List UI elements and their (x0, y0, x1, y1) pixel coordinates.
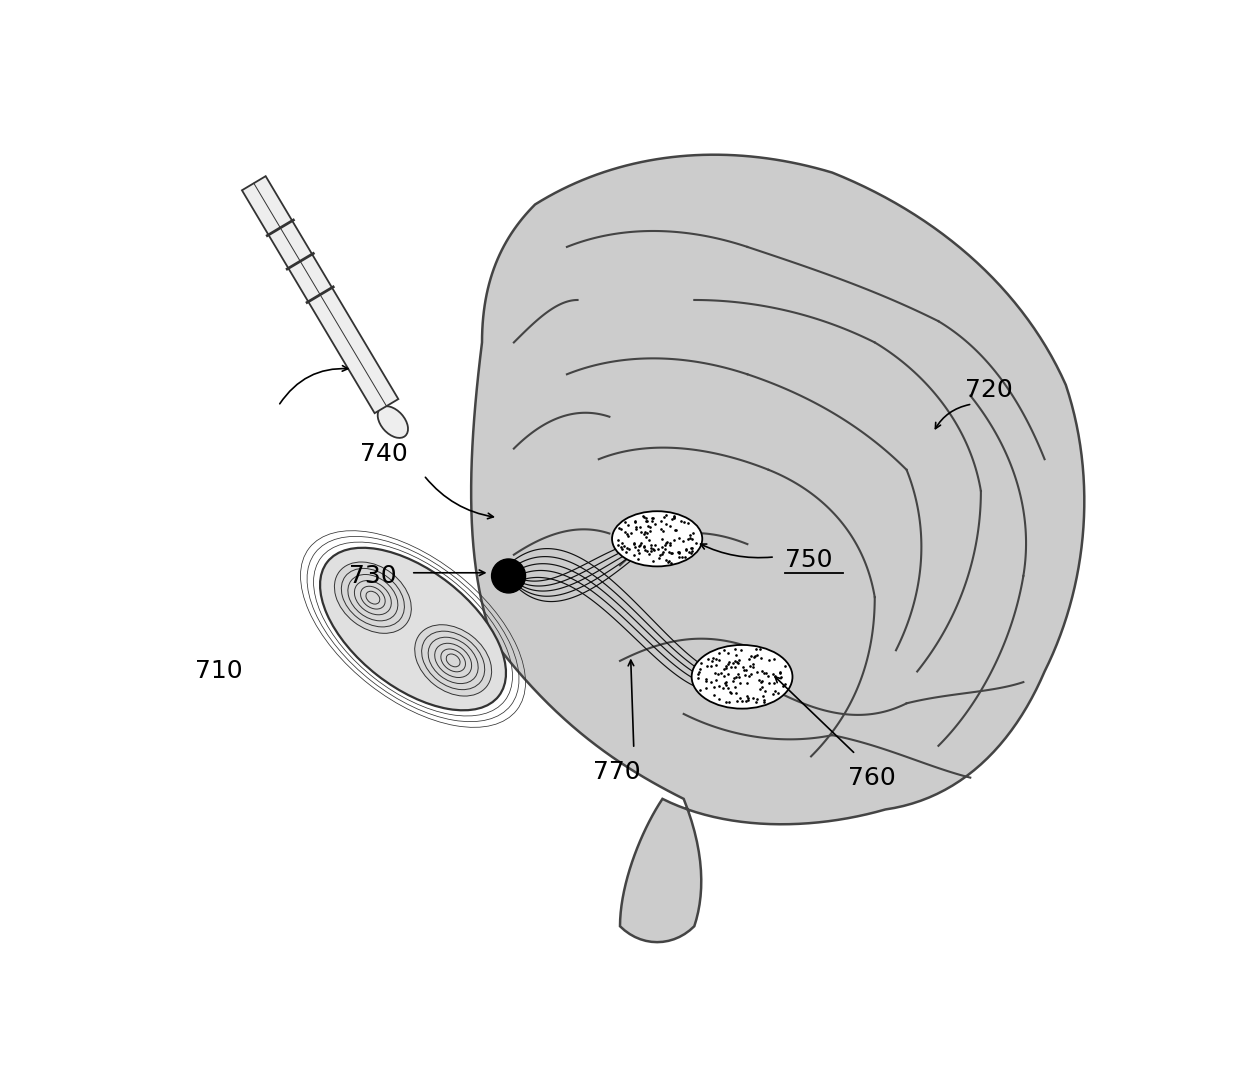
Text: 730: 730 (350, 564, 397, 588)
Polygon shape (242, 176, 398, 413)
Ellipse shape (335, 562, 412, 634)
Ellipse shape (378, 407, 408, 437)
Ellipse shape (414, 625, 491, 696)
Polygon shape (471, 155, 1084, 942)
Text: 740: 740 (360, 442, 408, 466)
Text: 720: 720 (965, 378, 1013, 402)
Ellipse shape (692, 644, 792, 708)
Ellipse shape (613, 511, 702, 567)
Ellipse shape (320, 547, 506, 711)
Circle shape (491, 559, 526, 593)
Text: 760: 760 (848, 766, 897, 790)
Text: 770: 770 (594, 761, 641, 784)
Text: 750: 750 (785, 548, 832, 572)
Text: 710: 710 (196, 659, 243, 684)
